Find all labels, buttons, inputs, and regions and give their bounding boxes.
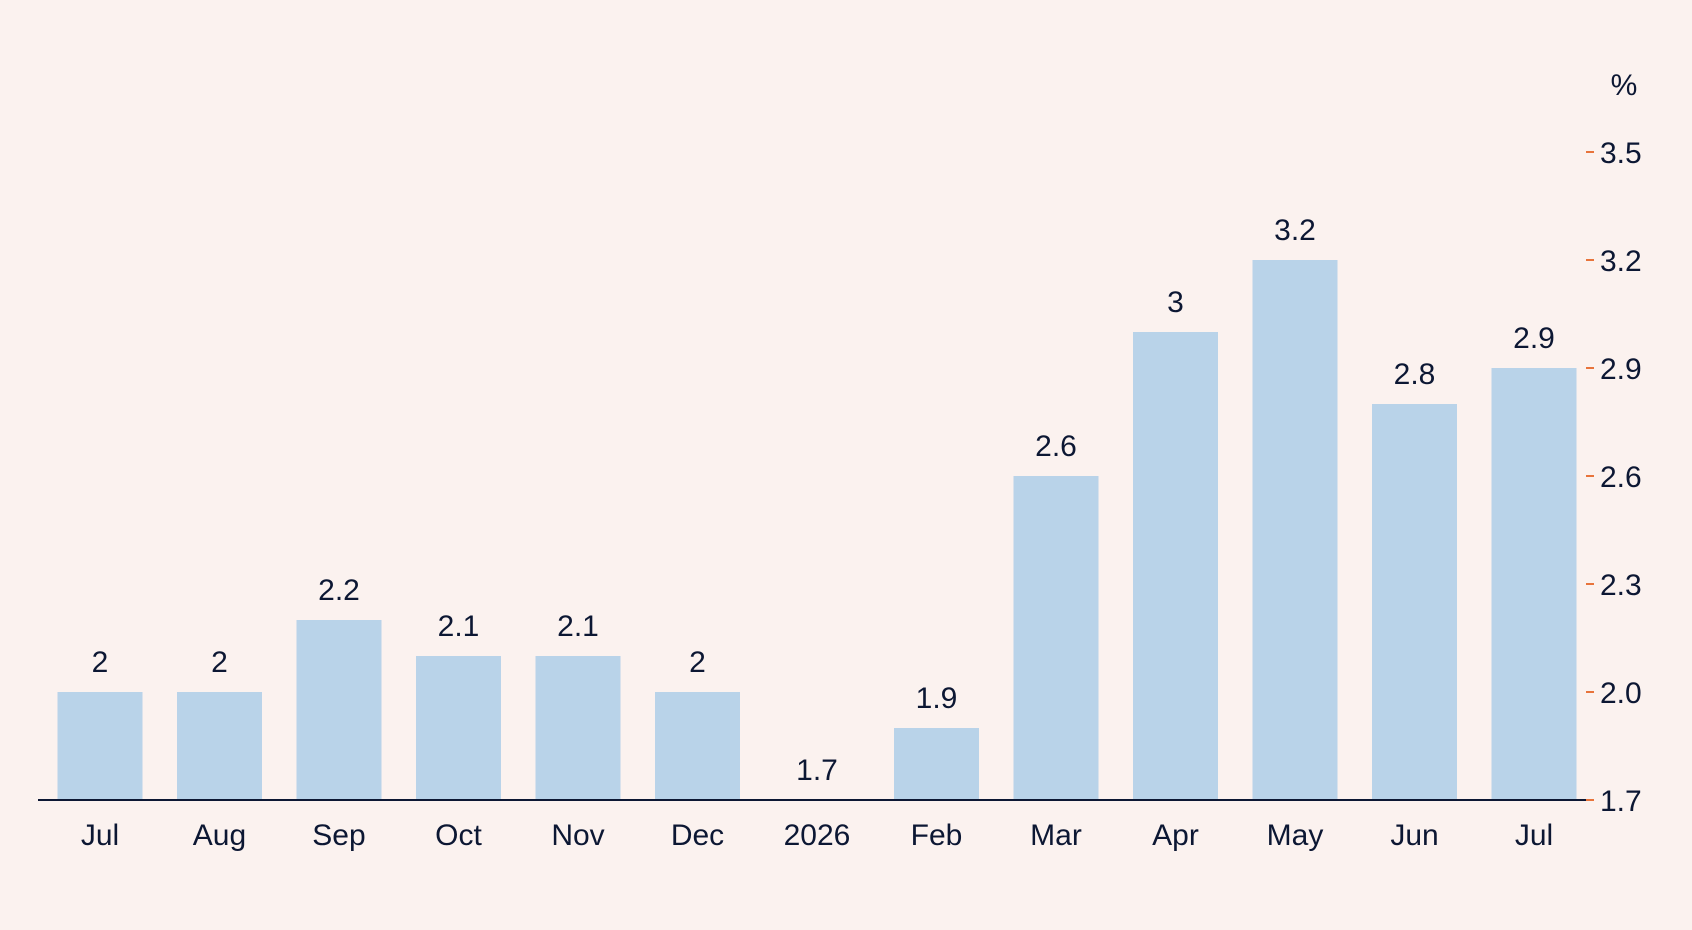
bar-value-label-6: 1.7: [796, 754, 838, 787]
bar-value-label-7: 1.9: [916, 682, 958, 715]
bar-value-label-1: 2: [211, 646, 228, 679]
y-tick-label-5: 3.2: [1600, 245, 1642, 278]
x-tick-label-1: Aug: [193, 819, 246, 852]
bar-value-label-10: 3.2: [1274, 214, 1316, 247]
bar-10: [1252, 260, 1338, 800]
bar-0: [57, 692, 143, 800]
bar-value-label-12: 2.9: [1513, 322, 1555, 355]
bar-4: [535, 656, 621, 800]
x-tick-label-4: Nov: [551, 819, 604, 852]
x-tick-label-7: Feb: [911, 819, 963, 852]
bars-group: [57, 260, 1577, 800]
bar-value-label-11: 2.8: [1394, 358, 1436, 391]
bar-value-label-2: 2.2: [318, 574, 360, 607]
y-tick-label-3: 2.6: [1600, 461, 1642, 494]
y-tick-label-0: 1.7: [1600, 785, 1642, 818]
bar-8: [1013, 476, 1099, 800]
bar-7: [894, 728, 979, 800]
bar-value-labels-group: 2 2 2.2 2.1 2.1 2 1.7 1.9 2.6 3 3.2 2.8 2.9: [92, 214, 1555, 787]
x-tick-label-12: Jul: [1515, 819, 1553, 852]
x-axis-tick-labels-group: Jul Aug Sep Oct Nov Dec 2026 Feb Mar Apr May Jun Jul: [81, 819, 1553, 852]
y-axis-unit-label: %: [1611, 69, 1638, 102]
bar-5: [655, 692, 740, 800]
y-tick-label-4: 2.9: [1600, 353, 1642, 386]
y-tick-label-2: 2.3: [1600, 569, 1642, 602]
y-axis-ticks-group: 1.7 2.0 2.3 2.6 2.9 3.2 3.5: [1586, 137, 1642, 818]
bar-value-label-5: 2: [689, 646, 706, 679]
x-tick-label-8: Mar: [1030, 819, 1082, 852]
bar-value-label-0: 2: [92, 646, 109, 679]
x-tick-label-5: Dec: [671, 819, 724, 852]
bar-value-label-8: 2.6: [1035, 430, 1077, 463]
bar-value-label-3: 2.1: [438, 610, 480, 643]
x-tick-label-6: 2026: [784, 819, 851, 852]
bar-3: [416, 656, 501, 800]
y-tick-label-1: 2.0: [1600, 677, 1642, 710]
bar-value-label-4: 2.1: [557, 610, 599, 643]
x-tick-label-11: Jun: [1390, 819, 1438, 852]
x-tick-label-2: Sep: [312, 819, 365, 852]
x-tick-label-0: Jul: [81, 819, 119, 852]
bar-value-label-9: 3: [1167, 286, 1184, 319]
x-tick-label-10: May: [1267, 819, 1324, 852]
x-tick-label-3: Oct: [435, 819, 482, 852]
x-tick-label-9: Apr: [1152, 819, 1199, 852]
bar-2: [296, 620, 382, 800]
bar-1: [177, 692, 262, 800]
bar-12: [1491, 368, 1577, 800]
bar-9: [1133, 332, 1218, 800]
y-tick-label-6: 3.5: [1600, 137, 1642, 170]
bar-11: [1372, 404, 1457, 800]
